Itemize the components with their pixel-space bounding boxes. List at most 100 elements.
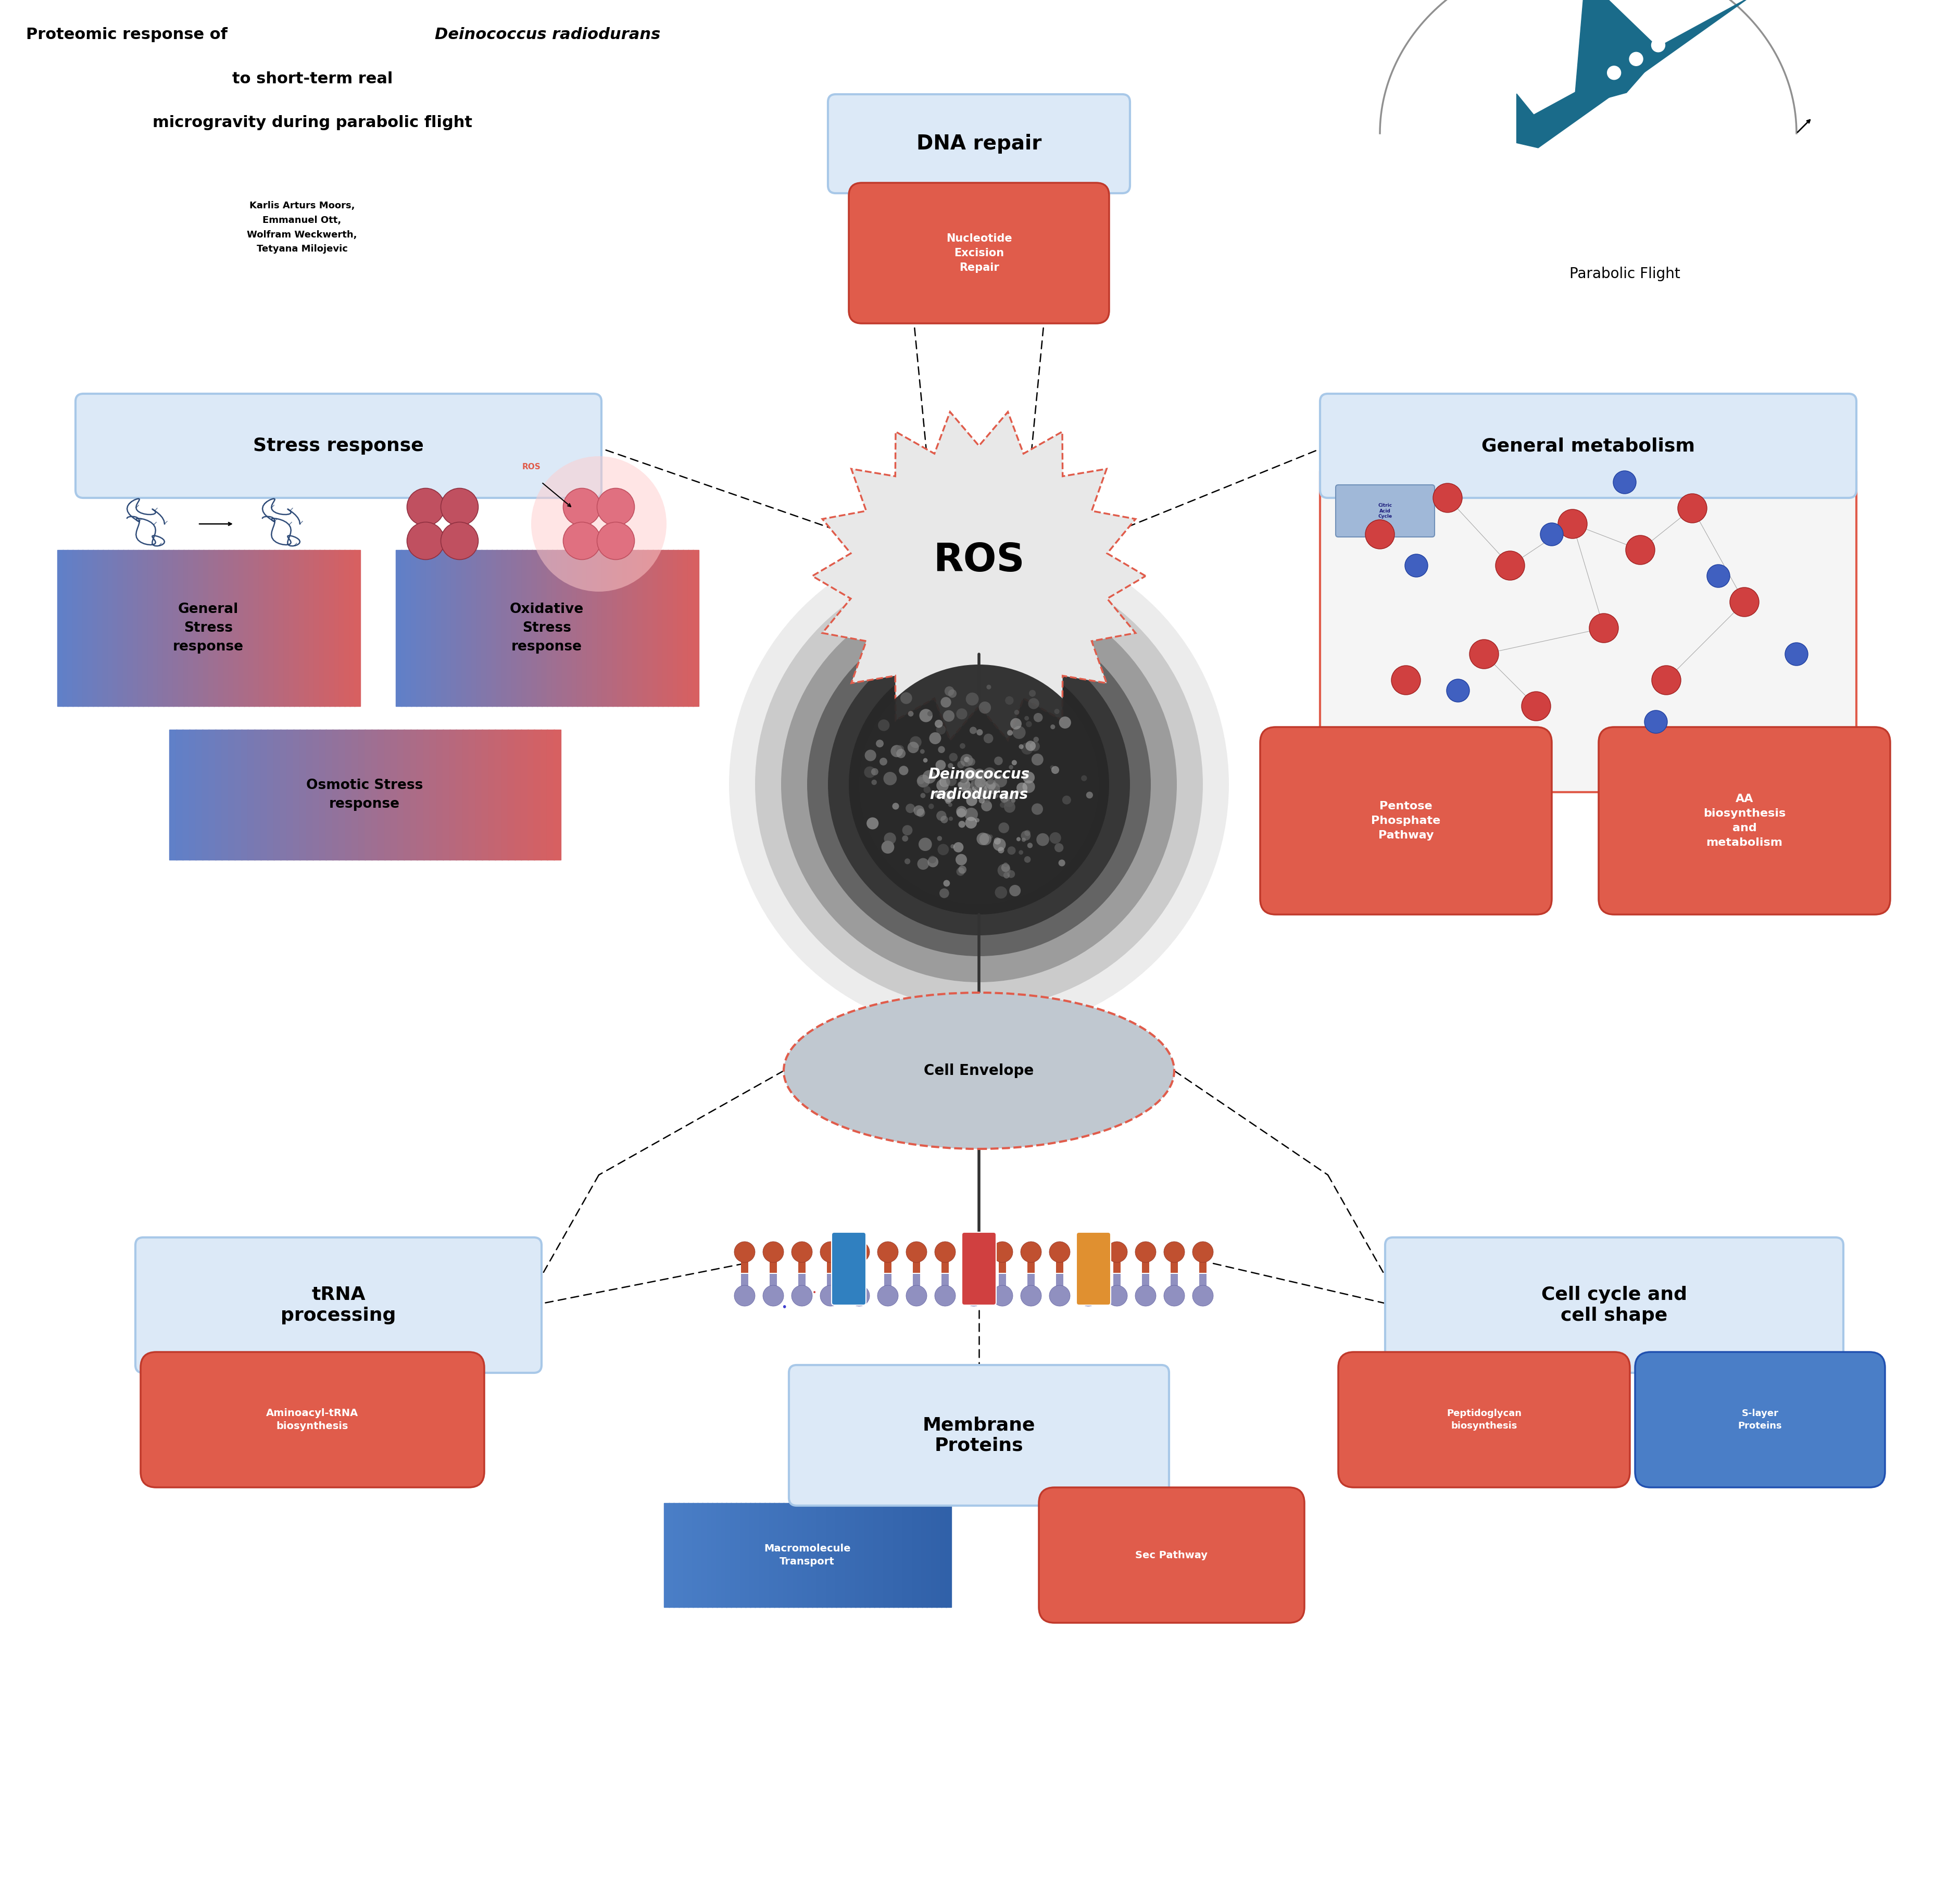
- Text: Citric
Acid
Cycle: Citric Acid Cycle: [1378, 503, 1392, 518]
- Circle shape: [937, 779, 949, 791]
- Circle shape: [945, 685, 955, 697]
- Circle shape: [1023, 772, 1035, 783]
- Bar: [163, 550, 169, 706]
- Bar: [821, 1502, 827, 1608]
- Bar: [396, 550, 402, 706]
- Bar: [57, 550, 63, 706]
- Circle shape: [935, 719, 943, 729]
- Circle shape: [872, 779, 876, 785]
- Circle shape: [1021, 742, 1033, 755]
- Circle shape: [956, 868, 964, 875]
- Bar: [755, 1502, 760, 1608]
- Text: Aminoacyl-tRNA
biosynthesis: Aminoacyl-tRNA biosynthesis: [267, 1408, 359, 1431]
- Circle shape: [735, 1285, 755, 1307]
- Bar: [911, 1502, 917, 1608]
- Circle shape: [935, 1241, 956, 1262]
- Circle shape: [958, 781, 962, 787]
- Bar: [751, 1502, 757, 1608]
- Circle shape: [827, 633, 1131, 935]
- Bar: [298, 550, 306, 706]
- Bar: [365, 731, 372, 860]
- Bar: [323, 550, 329, 706]
- Circle shape: [1025, 716, 1029, 721]
- Circle shape: [984, 796, 990, 802]
- Bar: [349, 550, 355, 706]
- Circle shape: [923, 787, 931, 793]
- Circle shape: [408, 522, 445, 560]
- Circle shape: [1652, 665, 1682, 695]
- Bar: [67, 550, 73, 706]
- Circle shape: [531, 456, 666, 592]
- Circle shape: [917, 809, 925, 817]
- Bar: [851, 1502, 857, 1608]
- Bar: [817, 1502, 823, 1608]
- Circle shape: [762, 1241, 784, 1262]
- Circle shape: [598, 488, 635, 526]
- Bar: [855, 1502, 860, 1608]
- Bar: [913, 1273, 919, 1296]
- Circle shape: [1470, 640, 1499, 669]
- Bar: [904, 1502, 907, 1608]
- Bar: [970, 1273, 978, 1296]
- Circle shape: [939, 746, 945, 753]
- Bar: [788, 1502, 794, 1608]
- Bar: [73, 550, 78, 706]
- Circle shape: [1019, 851, 1023, 854]
- Circle shape: [964, 757, 970, 762]
- Circle shape: [949, 817, 953, 821]
- Bar: [621, 550, 629, 706]
- Bar: [269, 550, 274, 706]
- Bar: [653, 550, 659, 706]
- Circle shape: [923, 770, 937, 783]
- Bar: [907, 1502, 913, 1608]
- Circle shape: [907, 742, 919, 753]
- Bar: [512, 550, 517, 706]
- Circle shape: [958, 866, 966, 873]
- Bar: [214, 550, 220, 706]
- Circle shape: [937, 843, 949, 854]
- Bar: [319, 731, 327, 860]
- Text: Peptidoglycan
biosynthesis: Peptidoglycan biosynthesis: [1446, 1408, 1521, 1431]
- Bar: [692, 1502, 698, 1608]
- Circle shape: [962, 1241, 984, 1262]
- Bar: [468, 731, 476, 860]
- Bar: [280, 731, 288, 860]
- Circle shape: [982, 791, 992, 800]
- Bar: [331, 731, 339, 860]
- Circle shape: [937, 836, 943, 841]
- Bar: [384, 731, 392, 860]
- Circle shape: [1135, 1285, 1156, 1307]
- Bar: [674, 1502, 680, 1608]
- Circle shape: [1005, 796, 1009, 802]
- Circle shape: [919, 708, 933, 723]
- Bar: [1200, 1251, 1207, 1273]
- Circle shape: [917, 777, 925, 785]
- Bar: [688, 550, 694, 706]
- Circle shape: [974, 793, 980, 798]
- Circle shape: [960, 779, 970, 791]
- Bar: [82, 550, 88, 706]
- Bar: [123, 550, 129, 706]
- Circle shape: [890, 746, 904, 757]
- Bar: [153, 550, 159, 706]
- Bar: [261, 731, 269, 860]
- Bar: [835, 1502, 841, 1608]
- Circle shape: [1086, 793, 1094, 798]
- Bar: [461, 550, 466, 706]
- Bar: [860, 1502, 866, 1608]
- Circle shape: [819, 1285, 841, 1307]
- Circle shape: [1027, 843, 1033, 849]
- Bar: [112, 550, 120, 706]
- Circle shape: [998, 847, 1004, 853]
- Circle shape: [937, 811, 947, 821]
- Circle shape: [941, 815, 949, 823]
- Bar: [768, 1502, 774, 1608]
- Bar: [421, 550, 427, 706]
- Circle shape: [966, 794, 978, 806]
- Bar: [784, 1502, 790, 1608]
- Bar: [1056, 1273, 1064, 1296]
- Circle shape: [1707, 565, 1731, 588]
- Bar: [945, 1502, 951, 1608]
- Text: Sec Pathway: Sec Pathway: [1135, 1549, 1207, 1561]
- Circle shape: [947, 776, 956, 787]
